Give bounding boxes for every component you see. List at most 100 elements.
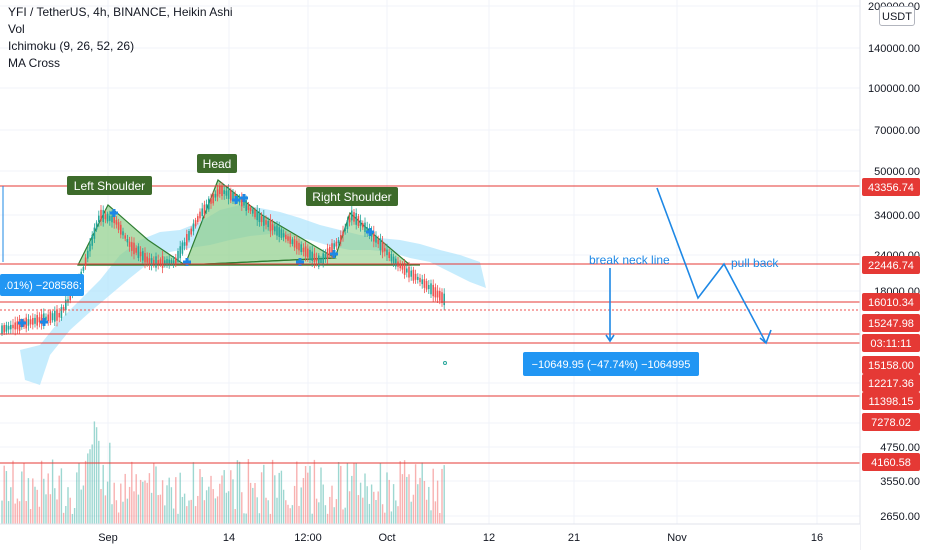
volume-bar [102, 464, 104, 524]
volume-bar [399, 461, 401, 524]
volume-bar [7, 501, 10, 524]
symbol-title[interactable]: YFI / TetherUS, 4h, BINANCE, Heikin Ashi [8, 5, 233, 19]
candle-body [203, 204, 206, 215]
volume-bar [441, 468, 443, 524]
candle-body [309, 249, 311, 260]
candle-body [3, 325, 5, 333]
volume-bar [205, 490, 208, 524]
volume-bar [135, 474, 137, 524]
volume-bar [172, 508, 175, 524]
volume-bar [377, 491, 379, 524]
candle-body [62, 307, 65, 311]
volume-bar [126, 498, 129, 524]
candle-body [192, 223, 195, 232]
volume-bar [120, 483, 122, 524]
candle-body [434, 287, 437, 298]
price-axis-label: 3550.00 [880, 476, 920, 488]
candle-body [392, 256, 395, 265]
volume-bar [159, 494, 162, 524]
volume-bar [298, 505, 300, 524]
volume-bar [168, 477, 170, 524]
pull-back-text[interactable]: pull back [731, 256, 779, 270]
candle-body [120, 224, 122, 235]
volume-bar [170, 487, 173, 524]
volume-bar [390, 511, 393, 524]
indicator-vol[interactable]: Vol [8, 22, 25, 36]
volume-bar [1, 500, 3, 524]
candle-body [168, 259, 170, 265]
break-neck-line-text[interactable]: break neck line [589, 253, 670, 267]
volume-bar [335, 499, 338, 524]
measure-box-left[interactable]: .01%) −208586: [0, 274, 84, 296]
indicator-ichimoku[interactable]: Ichimoku (9, 26, 52, 26) [8, 39, 135, 53]
volume-bar [148, 473, 151, 524]
volume-bar [219, 483, 221, 524]
candle-body [375, 235, 377, 243]
candle-body [181, 242, 184, 254]
candle-body [232, 192, 234, 201]
candle-body [412, 269, 415, 281]
candle-body [216, 189, 219, 197]
candle-body [366, 227, 368, 232]
volume-bar [208, 486, 210, 524]
candle-body [291, 239, 294, 245]
volume-bar [419, 477, 421, 524]
candle-body [91, 234, 93, 246]
candle-body [276, 225, 278, 236]
candle-body [313, 253, 316, 263]
volume-bar [342, 509, 344, 524]
volume-bar [25, 501, 27, 524]
volume-bar [175, 477, 177, 524]
candle-body [359, 220, 362, 227]
candle-body [335, 241, 338, 247]
candle-body [164, 260, 166, 264]
chart-legend: YFI / TetherUS, 4h, BINANCE, Heikin Ashi… [8, 4, 233, 72]
measure-box[interactable]: −10649.95 (−47.74%) −1064995 [523, 352, 699, 376]
label-head[interactable]: Head [197, 154, 237, 173]
indicator-ma-cross[interactable]: MA Cross [8, 56, 61, 70]
candle-body [135, 247, 137, 253]
candle-body [161, 256, 164, 268]
candle-body [109, 215, 111, 221]
volume-bar [289, 508, 291, 524]
volume-bar [293, 485, 296, 524]
volume-bar [331, 485, 333, 524]
candle-body [1, 325, 3, 334]
price-tag: 15158.00 [862, 356, 920, 374]
label-right-shoulder[interactable]: Right Shoulder [306, 187, 398, 206]
volume-bar [133, 491, 135, 524]
currency-selector[interactable]: USDT [879, 6, 915, 26]
volume-bar [326, 513, 329, 524]
candle-body [302, 247, 305, 252]
candle-body [425, 281, 428, 290]
volume-bar [252, 487, 254, 524]
candle-body [131, 242, 133, 251]
candle-body [56, 310, 58, 321]
candle-body [29, 319, 32, 325]
volume-bar [58, 475, 60, 524]
volume-bar [10, 487, 12, 524]
candle-body [93, 227, 96, 239]
volume-bar [111, 504, 113, 524]
candle-body [388, 252, 390, 258]
candle-body [172, 260, 175, 264]
time-axis[interactable] [0, 524, 860, 550]
candle-body [65, 299, 67, 311]
projection-path[interactable] [605, 187, 772, 345]
volume-bar [166, 485, 168, 524]
candle-body [153, 259, 155, 265]
candle-body [342, 231, 344, 236]
volume-bar [271, 459, 274, 524]
volume-bar [183, 493, 186, 524]
volume-bar [67, 487, 69, 524]
volume-bar [201, 477, 203, 524]
volume-bar [247, 459, 250, 524]
candle-body [384, 248, 386, 252]
time-axis-label: Sep [98, 532, 118, 544]
volume-bar [56, 499, 58, 524]
label-left-shoulder[interactable]: Left Shoulder [67, 176, 152, 195]
volume-bar [333, 507, 335, 524]
candle-body [205, 204, 208, 210]
candle-body [219, 186, 221, 194]
